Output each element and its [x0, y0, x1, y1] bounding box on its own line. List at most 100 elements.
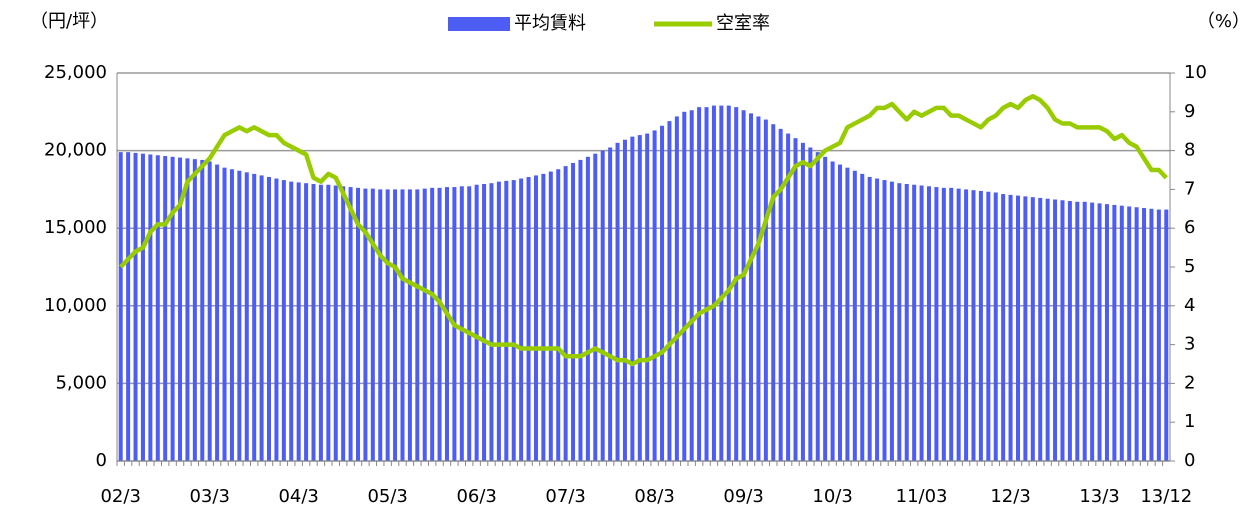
bar — [511, 180, 516, 461]
bar — [860, 173, 865, 461]
y2-tick-label: 1 — [1184, 411, 1195, 432]
bar — [207, 161, 212, 462]
legend-label: 空室率 — [716, 13, 770, 34]
bar — [926, 186, 931, 461]
y2-tick-label: 10 — [1184, 62, 1207, 83]
bar — [304, 183, 309, 461]
bar — [548, 171, 553, 461]
bar — [593, 153, 598, 462]
bar — [526, 176, 531, 461]
bar — [815, 152, 820, 462]
x-tick-label: 12/3 — [990, 486, 1030, 507]
bar — [400, 189, 405, 461]
bar — [1082, 201, 1087, 462]
bar — [274, 178, 279, 461]
bar — [140, 153, 145, 462]
bar — [622, 139, 627, 461]
bar — [912, 184, 917, 461]
bar — [504, 180, 509, 461]
y2-tick-label: 2 — [1184, 372, 1195, 393]
bar — [356, 187, 361, 461]
bar — [964, 189, 969, 461]
bar — [1142, 208, 1147, 461]
bar — [971, 190, 976, 461]
bar — [734, 107, 739, 462]
bar — [934, 187, 939, 461]
bar — [889, 181, 894, 461]
bar — [652, 130, 657, 461]
bar — [556, 169, 561, 461]
x-tick-label: 08/3 — [634, 486, 674, 507]
y-tick-label: 25,000 — [44, 62, 107, 83]
bar — [645, 133, 650, 461]
bar — [467, 186, 472, 461]
bar — [533, 175, 538, 461]
bar — [385, 189, 390, 461]
x-tick-label: 13/3 — [1079, 486, 1119, 507]
bar — [229, 169, 234, 461]
bar — [348, 187, 353, 461]
bar — [393, 189, 398, 461]
bar — [808, 147, 813, 461]
y2-tick-label: 6 — [1184, 217, 1195, 238]
bar — [756, 116, 761, 462]
bar — [600, 150, 605, 461]
bar — [496, 181, 501, 461]
bar — [437, 187, 442, 461]
bar — [1030, 197, 1035, 461]
bar — [1149, 208, 1154, 461]
bar — [1164, 209, 1169, 461]
bar — [170, 156, 175, 462]
bar — [689, 110, 694, 462]
y2-tick-label: 5 — [1184, 256, 1195, 277]
bar — [771, 124, 776, 461]
bar — [215, 164, 220, 461]
bar — [682, 111, 687, 462]
bar — [571, 163, 576, 462]
bar — [793, 138, 798, 461]
legend-swatch — [448, 17, 510, 31]
bar — [823, 156, 828, 462]
bar — [778, 128, 783, 461]
x-tick-label: 09/3 — [723, 486, 763, 507]
bar — [637, 135, 642, 461]
x-tick-label: 13/12 — [1140, 486, 1192, 507]
bar — [185, 158, 190, 462]
bar — [763, 119, 768, 461]
bar — [1119, 205, 1124, 461]
bar — [155, 155, 160, 462]
bar — [148, 154, 153, 462]
bar — [200, 159, 205, 462]
bar — [126, 152, 131, 462]
bar — [192, 159, 197, 462]
bar — [949, 187, 954, 461]
y2-axis-label: （%） — [1197, 11, 1250, 32]
bar — [978, 190, 983, 461]
bar — [1067, 201, 1072, 462]
bar — [608, 147, 613, 461]
bar — [222, 167, 227, 461]
y2-tick-label: 3 — [1184, 334, 1195, 355]
bar — [1001, 194, 1006, 461]
bar — [660, 125, 665, 461]
bar — [296, 182, 301, 461]
bar — [1038, 197, 1043, 461]
bar — [800, 142, 805, 461]
bar — [281, 180, 286, 461]
bar — [1015, 195, 1020, 461]
bar — [1023, 196, 1028, 461]
bar — [178, 157, 183, 462]
bar — [993, 192, 998, 461]
y-tick-label: 5,000 — [55, 372, 107, 393]
bar — [118, 152, 123, 462]
bar — [415, 189, 420, 461]
bar — [585, 156, 590, 462]
bar — [1127, 206, 1132, 461]
y-tick-label: 0 — [96, 450, 107, 471]
bar — [244, 172, 249, 461]
bar — [370, 188, 375, 461]
bar — [163, 156, 168, 462]
bar — [252, 173, 257, 461]
bar — [941, 187, 946, 461]
bar — [489, 183, 494, 461]
